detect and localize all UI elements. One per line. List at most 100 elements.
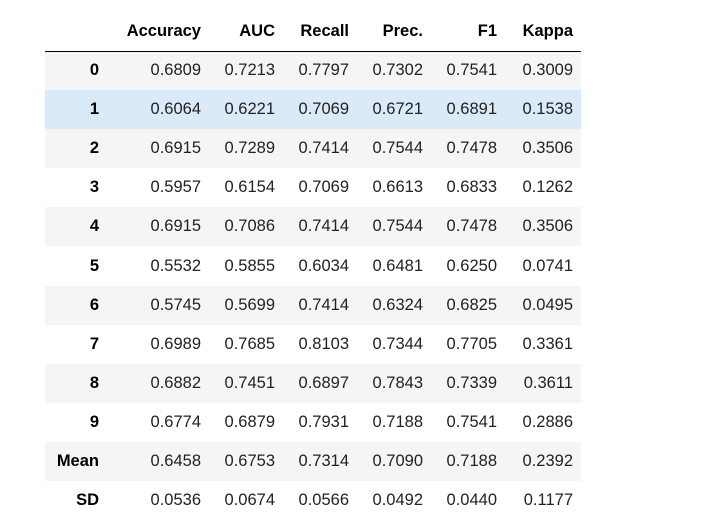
cell-precision: 0.7344 bbox=[372, 334, 423, 353]
cell-precision: 0.7302 bbox=[372, 61, 423, 80]
row-index: Mean bbox=[56, 451, 99, 470]
cell-kappa: 0.1262 bbox=[522, 178, 573, 197]
table-row: 3 0.5957 0.6154 0.7069 0.6613 0.6833 0.1262 bbox=[45, 168, 581, 208]
column-header-kappa: Kappa bbox=[505, 13, 581, 52]
cell-recall: 0.7931 bbox=[298, 412, 349, 431]
cell-precision: 0.6613 bbox=[372, 178, 423, 197]
cell-accuracy: 0.6882 bbox=[150, 373, 201, 392]
cell-f1: 0.6825 bbox=[446, 295, 497, 314]
table-row: 8 0.6882 0.7451 0.6897 0.7843 0.7339 0.3611 bbox=[45, 363, 581, 403]
cell-auc: 0.5855 bbox=[224, 256, 275, 275]
table-row: 7 0.6989 0.7685 0.8103 0.7344 0.7705 0.3361 bbox=[45, 324, 581, 364]
cell-kappa: 0.3009 bbox=[522, 61, 573, 80]
cell-accuracy: 0.6774 bbox=[150, 412, 201, 431]
cell-auc: 0.6753 bbox=[224, 451, 275, 470]
cell-recall: 0.6897 bbox=[298, 373, 349, 392]
table-row: 2 0.6915 0.7289 0.7414 0.7544 0.7478 0.3506 bbox=[45, 129, 581, 169]
cell-kappa: 0.0495 bbox=[522, 295, 573, 314]
cell-precision: 0.6324 bbox=[372, 295, 423, 314]
cell-accuracy: 0.6989 bbox=[150, 334, 201, 353]
cell-f1: 0.6250 bbox=[446, 256, 497, 275]
cell-kappa: 0.3361 bbox=[522, 334, 573, 353]
cell-kappa: 0.0741 bbox=[522, 256, 573, 275]
cell-recall: 0.6034 bbox=[298, 256, 349, 275]
row-index: 6 bbox=[89, 295, 99, 314]
column-header-recall: Recall bbox=[283, 13, 357, 52]
cell-precision: 0.7544 bbox=[372, 139, 423, 158]
table-header: Accuracy AUC Recall Prec. F1 Kappa bbox=[45, 13, 581, 52]
row-index: 1 bbox=[89, 100, 99, 119]
row-index: SD bbox=[76, 491, 99, 510]
cell-accuracy: 0.6064 bbox=[150, 100, 201, 119]
cell-auc: 0.6879 bbox=[224, 412, 275, 431]
cell-auc: 0.6154 bbox=[224, 178, 275, 197]
cell-kappa: 0.3506 bbox=[522, 217, 573, 236]
cell-f1: 0.7339 bbox=[446, 373, 497, 392]
cell-precision: 0.6721 bbox=[372, 100, 423, 119]
cell-auc: 0.7213 bbox=[224, 61, 275, 80]
cell-f1: 0.6891 bbox=[446, 100, 497, 119]
cell-kappa: 0.3506 bbox=[522, 139, 573, 158]
cell-accuracy: 0.5532 bbox=[150, 256, 201, 275]
row-index: 3 bbox=[89, 178, 99, 197]
cell-precision: 0.7188 bbox=[372, 412, 423, 431]
row-index: 4 bbox=[89, 217, 99, 236]
cell-kappa: 0.1538 bbox=[522, 100, 573, 119]
table-row: SD 0.0536 0.0674 0.0566 0.0492 0.0440 0.1177 bbox=[45, 481, 581, 521]
table-row: 0 0.6809 0.7213 0.7797 0.7302 0.7541 0.3009 bbox=[45, 51, 581, 91]
table-row: Mean 0.6458 0.6753 0.7314 0.7090 0.7188 0.2392 bbox=[45, 441, 581, 482]
cell-auc: 0.7289 bbox=[224, 139, 275, 158]
cell-accuracy: 0.5745 bbox=[150, 295, 201, 314]
header-row: Accuracy AUC Recall Prec. F1 Kappa bbox=[45, 13, 581, 52]
row-index: 9 bbox=[89, 412, 99, 431]
row-index: 7 bbox=[89, 334, 99, 353]
column-header-precision: Prec. bbox=[357, 13, 431, 52]
cell-f1: 0.7478 bbox=[446, 139, 497, 158]
cell-recall: 0.7414 bbox=[298, 139, 349, 158]
cell-f1: 0.7541 bbox=[446, 61, 497, 80]
cell-accuracy: 0.0536 bbox=[150, 491, 201, 510]
cell-f1: 0.7541 bbox=[446, 412, 497, 431]
cell-precision: 0.7544 bbox=[372, 217, 423, 236]
cell-accuracy: 0.6915 bbox=[150, 139, 201, 158]
cell-auc: 0.0674 bbox=[224, 491, 275, 510]
cell-precision: 0.7090 bbox=[372, 451, 423, 470]
row-index: 0 bbox=[89, 61, 99, 80]
cell-recall: 0.0566 bbox=[298, 491, 349, 510]
cell-f1: 0.7478 bbox=[446, 217, 497, 236]
cell-f1: 0.6833 bbox=[446, 178, 497, 197]
cell-auc: 0.6221 bbox=[224, 100, 275, 119]
row-index: 8 bbox=[89, 373, 99, 392]
cell-precision: 0.6481 bbox=[372, 256, 423, 275]
cell-kappa: 0.2392 bbox=[522, 451, 573, 470]
cell-recall: 0.8103 bbox=[298, 334, 349, 353]
index-column-header bbox=[45, 13, 111, 52]
cell-accuracy: 0.6458 bbox=[150, 451, 201, 470]
row-index: 2 bbox=[89, 139, 99, 158]
column-header-accuracy: Accuracy bbox=[111, 13, 209, 52]
table-row: 6 0.5745 0.5699 0.7414 0.6324 0.6825 0.0495 bbox=[45, 285, 581, 325]
results-table: Accuracy AUC Recall Prec. F1 Kappa 0 0.68… bbox=[45, 13, 581, 521]
cell-auc: 0.7685 bbox=[224, 334, 275, 353]
cell-recall: 0.7414 bbox=[298, 217, 349, 236]
cell-precision: 0.0492 bbox=[372, 491, 423, 510]
cell-precision: 0.7843 bbox=[372, 373, 423, 392]
cell-accuracy: 0.6809 bbox=[150, 61, 201, 80]
cell-auc: 0.7451 bbox=[224, 373, 275, 392]
table-row: 5 0.5532 0.5855 0.6034 0.6481 0.6250 0.0741 bbox=[45, 246, 581, 286]
column-header-auc: AUC bbox=[209, 13, 283, 52]
cell-recall: 0.7069 bbox=[298, 100, 349, 119]
cell-auc: 0.7086 bbox=[224, 217, 275, 236]
cell-recall: 0.7414 bbox=[298, 295, 349, 314]
table-row: 9 0.6774 0.6879 0.7931 0.7188 0.7541 0.2886 bbox=[45, 402, 581, 442]
cell-auc: 0.5699 bbox=[224, 295, 275, 314]
table-body: 0 0.6809 0.7213 0.7797 0.7302 0.7541 0.3009 1 0.… bbox=[45, 51, 581, 521]
cell-kappa: 0.3611 bbox=[523, 373, 573, 392]
cell-accuracy: 0.6915 bbox=[150, 217, 201, 236]
table-row: 1 0.6064 0.6221 0.7069 0.6721 0.6891 0.1538 bbox=[45, 90, 581, 130]
cell-f1: 0.7705 bbox=[446, 334, 497, 353]
cell-recall: 0.7069 bbox=[298, 178, 349, 197]
cell-recall: 0.7797 bbox=[298, 61, 349, 80]
cell-recall: 0.7314 bbox=[298, 451, 349, 470]
cell-f1: 0.0440 bbox=[446, 491, 497, 510]
